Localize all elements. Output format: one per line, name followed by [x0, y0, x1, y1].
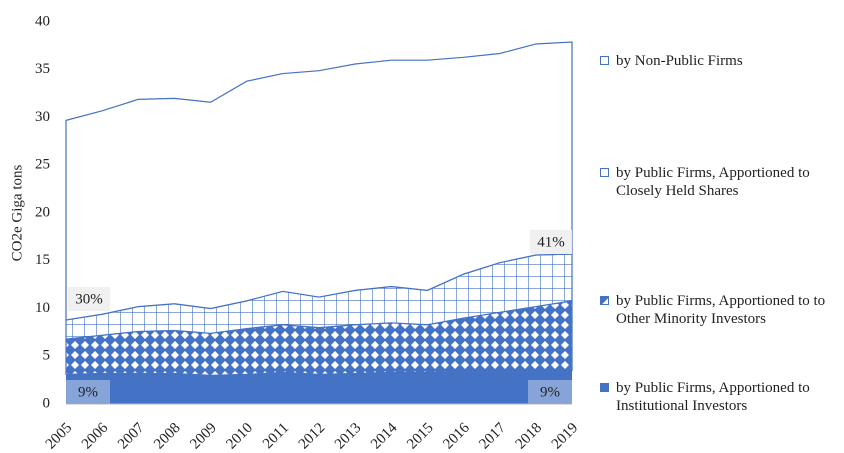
y-tick-label: 25 [35, 157, 50, 173]
legend-item: by Non-Public Firms [600, 52, 844, 70]
x-tick-label: 2008 [151, 420, 184, 453]
y-tick-label: 40 [35, 13, 50, 29]
x-tick-label: 2006 [79, 420, 112, 453]
x-tick-label: 2005 [43, 420, 76, 453]
legend-label: by Public Firms, Apportioned to Institut… [616, 380, 810, 414]
annotation: 41% [537, 234, 565, 250]
x-tick-label: 2010 [223, 420, 256, 453]
annotation-box [530, 230, 572, 254]
annotation-box [68, 287, 110, 311]
legend-item: by Public Firms, Apportioned to Institut… [600, 379, 844, 415]
y-tick-label: 5 [43, 348, 51, 364]
annotation: 30% [75, 291, 103, 307]
x-tick-label: 2014 [368, 420, 401, 453]
x-tick-label: 2012 [296, 420, 329, 453]
x-tick-label: 2007 [115, 420, 148, 453]
legend-item: by Public Firms, Apportioned to to Other… [600, 292, 844, 328]
x-tick-label: 2015 [404, 420, 437, 453]
legend-item: by Public Firms, Apportioned to Closely … [600, 164, 844, 200]
y-tick-label: 35 [35, 61, 50, 77]
y-tick-label: 0 [43, 395, 51, 411]
x-tick-label: 2018 [513, 420, 546, 453]
annotation: 9% [540, 384, 560, 400]
x-tick-label: 2017 [476, 420, 509, 453]
y-tick-label: 20 [35, 204, 50, 220]
legend-label: by Public Firms, Apportioned to to Other… [616, 293, 826, 327]
area [65, 41, 573, 321]
legend-label: by Public Firms, Apportioned to Closely … [616, 165, 810, 199]
y-axis-label: CO2e Giga tons [9, 165, 25, 262]
x-tick-label: 2013 [332, 420, 365, 453]
legend-swatch [600, 56, 609, 65]
x-tick-label: 2009 [187, 420, 220, 453]
y-tick-label: 10 [35, 300, 50, 316]
x-tick-label: 2016 [440, 420, 473, 453]
x-tick-label: 2011 [260, 420, 292, 452]
legend-swatch [600, 296, 609, 305]
annotation: 9% [78, 384, 98, 400]
annotation-box [528, 380, 572, 404]
legend-label: by Non-Public Firms [616, 53, 743, 69]
area [66, 370, 572, 404]
y-tick-label: 15 [35, 252, 50, 268]
annotation-box [66, 380, 110, 404]
legend-swatch [600, 383, 609, 392]
x-tick-label: 2019 [549, 420, 582, 453]
legend-swatch [600, 168, 609, 177]
y-tick-label: 30 [35, 109, 50, 125]
